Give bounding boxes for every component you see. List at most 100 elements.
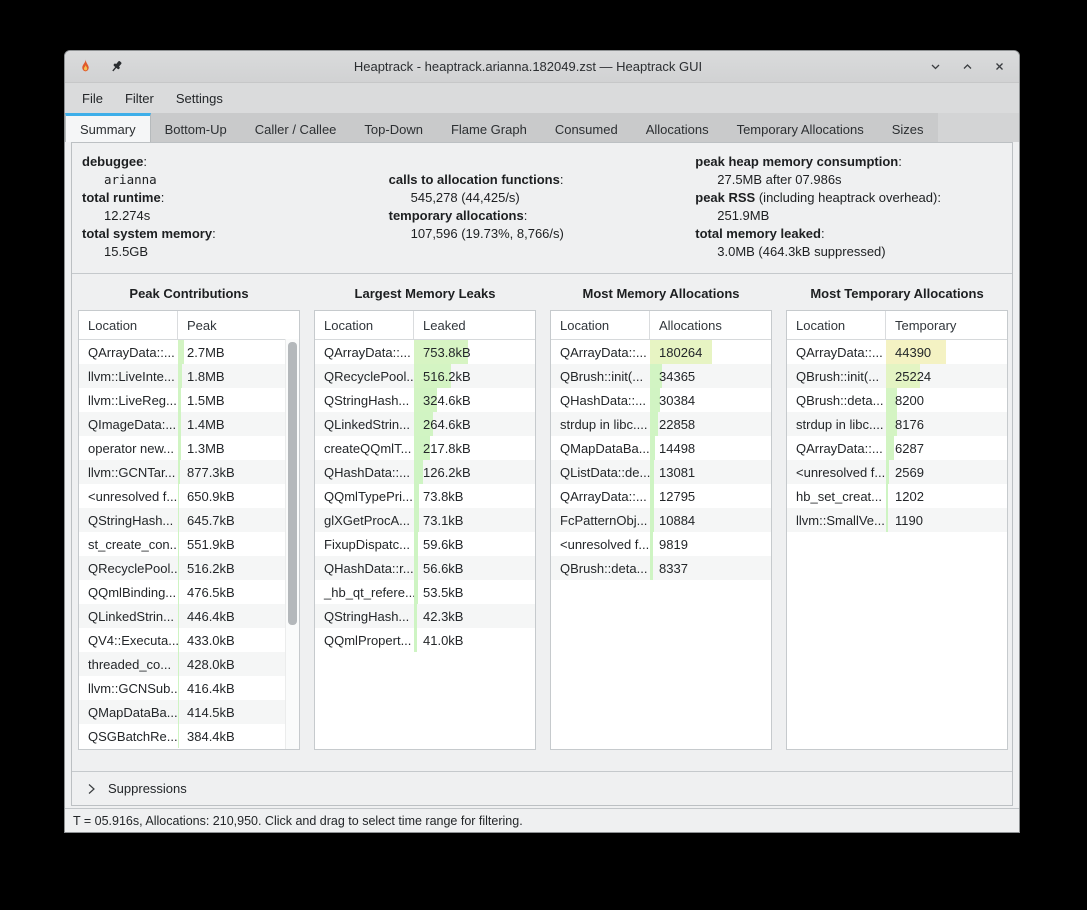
value-cell: 25224	[886, 364, 1007, 388]
table-row[interactable]: QQmlTypePri... 73.8kB	[315, 484, 535, 508]
table-row[interactable]: QQmlPropert... 41.0kB	[315, 628, 535, 652]
tab-bottom-up[interactable]: Bottom-Up	[150, 113, 241, 142]
table-row[interactable]: QBrush::init(... 34365	[551, 364, 771, 388]
table-row[interactable]: _hb_qt_refere... 53.5kB	[315, 580, 535, 604]
chevron-right-icon	[88, 783, 95, 794]
location-cell: <unresolved f...	[560, 536, 650, 552]
tab-top-down[interactable]: Top-Down	[350, 113, 437, 142]
tab-flame-graph[interactable]: Flame Graph	[436, 113, 541, 142]
table-row[interactable]: strdup in libc.... 8176	[787, 412, 1007, 436]
column-header-location[interactable]: Location	[79, 311, 178, 339]
menu-item-settings[interactable]: Settings	[175, 90, 223, 106]
table-row[interactable]: QStringHash... 324.6kB	[315, 388, 535, 412]
location-cell: llvm::GCNTar...	[88, 464, 176, 480]
table-row[interactable]: QArrayData::... 44390	[787, 340, 1007, 364]
table-row[interactable]: QStringHash... 645.7kB	[79, 508, 299, 532]
location-cell: QArrayData::...	[88, 344, 175, 360]
table-row[interactable]: llvm::LiveReg... 1.5MB	[79, 388, 299, 412]
tab-allocations[interactable]: Allocations	[631, 113, 723, 142]
column-header-location[interactable]: Location	[787, 311, 886, 339]
summary-label-rest: :	[212, 226, 216, 241]
scrollbar-thumb[interactable]	[288, 342, 297, 625]
table-row[interactable]: <unresolved f... 2569	[787, 460, 1007, 484]
location-cell: QQmlPropert...	[324, 632, 412, 648]
column-header-value[interactable]: Peak	[187, 317, 217, 333]
table-row[interactable]: llvm::LiveInte... 1.8MB	[79, 364, 299, 388]
table-row[interactable]: QBrush::init(... 25224	[787, 364, 1007, 388]
table-row[interactable]: QListData::de... 13081	[551, 460, 771, 484]
tab-summary[interactable]: Summary	[65, 113, 151, 142]
suppressions-toggle[interactable]: Suppressions	[72, 771, 1012, 805]
table-row[interactable]: llvm::SmallVe... 1190	[787, 508, 1007, 532]
table-row[interactable]: QImageData:... 1.4MB	[79, 412, 299, 436]
table-row[interactable]: QBrush::deta... 8337	[551, 556, 771, 580]
table-row[interactable]: QMapDataBa... 14498	[551, 436, 771, 460]
value-text: 476.5kB	[187, 584, 235, 600]
table-row[interactable]: QHashData::r... 56.6kB	[315, 556, 535, 580]
column-header-location[interactable]: Location	[315, 311, 414, 339]
table-header: Location Allocations	[551, 311, 771, 340]
table-row[interactable]: QLinkedStrin... 446.4kB	[79, 604, 299, 628]
table-row[interactable]: FixupDispatc... 59.6kB	[315, 532, 535, 556]
table-row[interactable]: QBrush::deta... 8200	[787, 388, 1007, 412]
maximize-button[interactable]	[959, 59, 975, 75]
value-text: 2.7MB	[187, 344, 225, 360]
table-row[interactable]: QStringHash... 42.3kB	[315, 604, 535, 628]
table-row[interactable]: st_create_con... 551.9kB	[79, 532, 299, 556]
value-cell: 53.5kB	[414, 580, 535, 604]
table-row[interactable]: <unresolved f... 9819	[551, 532, 771, 556]
value-text: 1.5MB	[187, 392, 225, 408]
table-row[interactable]: QArrayData::... 753.8kB	[315, 340, 535, 364]
table-row[interactable]: strdup in libc.... 22858	[551, 412, 771, 436]
table-row[interactable]: QQmlBinding... 476.5kB	[79, 580, 299, 604]
table-row[interactable]: QHashData::... 126.2kB	[315, 460, 535, 484]
table-row[interactable]: QArrayData::... 180264	[551, 340, 771, 364]
tab-consumed[interactable]: Consumed	[540, 113, 632, 142]
location-cell: QMapDataBa...	[88, 704, 178, 720]
table-row[interactable]: threaded_co... 428.0kB	[79, 652, 299, 676]
minimize-button[interactable]	[927, 59, 943, 75]
table-row[interactable]: QSGBatchRe... 384.4kB	[79, 724, 299, 748]
tab-temporary-allocations[interactable]: Temporary Allocations	[722, 113, 878, 142]
value-text: 73.8kB	[423, 488, 464, 504]
table-row[interactable]: createQQmlT... 217.8kB	[315, 436, 535, 460]
table-row[interactable]: operator new... 1.3MB	[79, 436, 299, 460]
table-row[interactable]: QRecyclePool... 516.2kB	[79, 556, 299, 580]
table-row[interactable]: <unresolved f... 650.9kB	[79, 484, 299, 508]
table-row[interactable]: QArrayData::... 12795	[551, 484, 771, 508]
pin-icon[interactable]	[109, 59, 125, 75]
value-cell: 30384	[650, 388, 771, 412]
table-row[interactable]: QLinkedStrin... 264.6kB	[315, 412, 535, 436]
close-button[interactable]	[991, 59, 1007, 75]
menu-item-file[interactable]: File	[82, 90, 103, 106]
table-row[interactable]: QArrayData::... 2.7MB	[79, 340, 299, 364]
menu-item-filter[interactable]: Filter	[124, 90, 154, 106]
vertical-scrollbar[interactable]	[285, 339, 299, 749]
table-row[interactable]: QArrayData::... 6287	[787, 436, 1007, 460]
table-body: QArrayData::... 753.8kB QRecyclePool... 516…	[315, 340, 535, 652]
table-row[interactable]: llvm::GCNTar... 877.3kB	[79, 460, 299, 484]
column-header-value[interactable]: Leaked	[423, 317, 466, 333]
status-bar[interactable]: T = 05.916s, Allocations: 210,950. Click…	[65, 808, 1019, 832]
cost-bar	[178, 556, 179, 580]
column-header-location[interactable]: Location	[551, 311, 650, 339]
table-row[interactable]: llvm::GCNSub... 416.4kB	[79, 676, 299, 700]
table-row[interactable]: QHashData::... 30384	[551, 388, 771, 412]
table-row[interactable]: QV4::Executa... 433.0kB	[79, 628, 299, 652]
value-text: 8200	[895, 392, 924, 408]
table-row[interactable]: glXGetProcA... 73.1kB	[315, 508, 535, 532]
tab-caller-callee[interactable]: Caller / Callee	[240, 113, 351, 142]
column-header-value[interactable]: Temporary	[895, 317, 957, 333]
value-text: 650.9kB	[187, 488, 235, 504]
table-row[interactable]: QRecyclePool... 516.2kB	[315, 364, 535, 388]
titlebar[interactable]: Heaptrack - heaptrack.arianna.182049.zst…	[65, 51, 1019, 83]
table-row[interactable]: hb_set_creat... 1202	[787, 484, 1007, 508]
cost-bar	[886, 436, 894, 460]
table-row[interactable]: FcPatternObj... 10884	[551, 508, 771, 532]
value-text: 264.6kB	[423, 416, 471, 432]
table-row[interactable]: QMapDataBa... 414.5kB	[79, 700, 299, 724]
cost-bar	[414, 388, 437, 412]
column-header-value[interactable]: Allocations	[659, 317, 722, 333]
tab-sizes[interactable]: Sizes	[877, 113, 938, 142]
